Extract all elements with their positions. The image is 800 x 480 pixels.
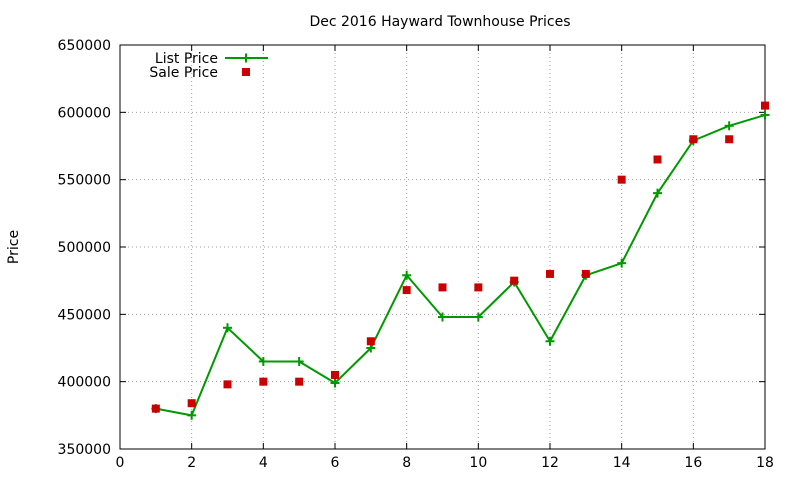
- sale-price-point: [617, 175, 626, 184]
- list-price-point: [402, 270, 412, 280]
- sale-price-point: [761, 101, 769, 110]
- list-price-point: [617, 258, 627, 268]
- sale-price-point: [187, 399, 196, 408]
- x-tick-label: 12: [541, 455, 559, 471]
- x-tick-label: 0: [116, 455, 125, 471]
- list-price-point: [330, 378, 340, 388]
- chart-title: Dec 2016 Hayward Townhouse Prices: [309, 14, 570, 30]
- x-tick-label: 8: [402, 455, 411, 471]
- sale-price-point: [151, 404, 160, 413]
- sale-price-point: [331, 370, 339, 379]
- sale-price-point: [223, 380, 232, 389]
- x-tick-label: 10: [469, 455, 487, 471]
- legend-label: List Price: [155, 51, 218, 67]
- x-tick-label: 18: [756, 455, 774, 471]
- list-price-point: [187, 410, 197, 420]
- series-0: [151, 110, 770, 420]
- y-tick-label: 400000: [58, 375, 111, 391]
- sale-price-point: [259, 377, 268, 386]
- legend-label: Sale Price: [149, 65, 218, 81]
- data-series: [151, 101, 770, 420]
- legend-plus-marker: [241, 53, 251, 63]
- list-price-point: [258, 356, 268, 366]
- sale-price-point: [510, 276, 519, 285]
- sale-price-point: [581, 269, 590, 278]
- x-tick-label: 2: [187, 455, 196, 471]
- y-tick-label: 450000: [58, 307, 111, 323]
- axis-ticks: 0 2 4 6 8 10 12 14 16 18 350000 400000 450000 500000 5…: [58, 38, 774, 471]
- sale-price-point: [366, 337, 375, 346]
- x-tick-label: 16: [684, 455, 702, 471]
- x-tick-label: 4: [259, 455, 268, 471]
- sale-price-point: [474, 283, 483, 292]
- list-price-point: [473, 312, 483, 322]
- list-price-point: [724, 121, 734, 131]
- sale-price-point: [689, 135, 698, 144]
- sale-price-point: [402, 286, 411, 295]
- series-1: [151, 101, 769, 413]
- list-price-point: [223, 323, 232, 333]
- sale-price-point: [653, 155, 662, 164]
- legend-entry-1: Sale Price: [149, 65, 250, 81]
- list-price-point: [438, 312, 447, 322]
- legend-entry-0: List Price: [155, 51, 268, 67]
- x-tick-label: 14: [613, 455, 631, 471]
- list-price-point: [294, 356, 304, 366]
- list-price-point: [653, 188, 662, 198]
- list-price-point: [545, 336, 555, 346]
- sale-price-point: [295, 377, 304, 386]
- y-tick-label: 600000: [58, 105, 111, 121]
- y-tick-label: 550000: [58, 173, 111, 189]
- y-tick-label: 650000: [58, 38, 111, 54]
- sale-price-point: [546, 269, 554, 278]
- list-price-point: [760, 110, 770, 120]
- grid-lines: [120, 45, 765, 449]
- y-axis-label: Price: [6, 230, 22, 264]
- y-tick-label: 350000: [58, 442, 111, 458]
- x-tick-label: 6: [331, 455, 340, 471]
- legend-square-marker: [242, 68, 250, 76]
- y-tick-label: 500000: [58, 240, 111, 256]
- sale-price-point: [438, 283, 447, 292]
- sale-price-point: [725, 135, 734, 144]
- list-price-line: [155, 114, 766, 417]
